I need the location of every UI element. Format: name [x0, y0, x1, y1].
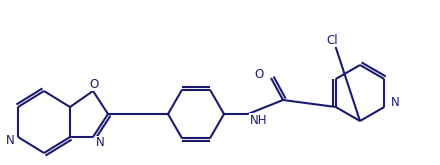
Text: Cl: Cl [326, 33, 338, 47]
Text: NH: NH [250, 114, 268, 127]
Text: O: O [255, 67, 264, 81]
Text: O: O [89, 78, 99, 90]
Text: N: N [391, 96, 400, 109]
Text: N: N [96, 136, 105, 149]
Text: N: N [6, 134, 15, 148]
